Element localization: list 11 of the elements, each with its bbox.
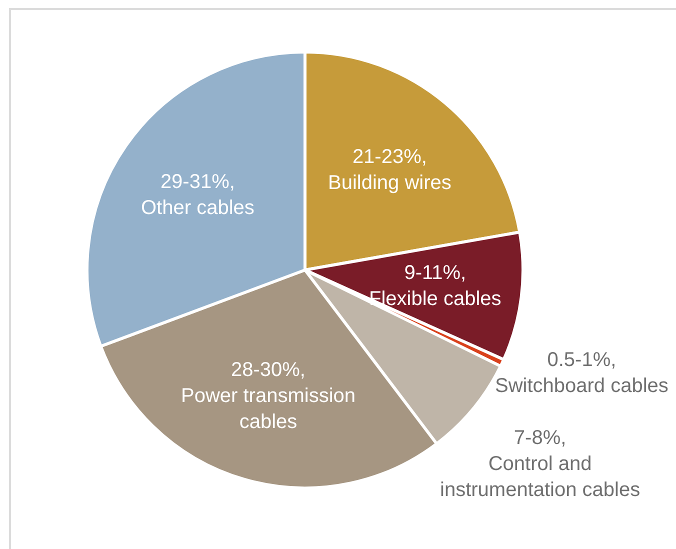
- slice-label: Building wires: [328, 172, 452, 194]
- slice-label: Power transmission cables: [181, 385, 356, 433]
- data-label: 21-23%,: [352, 146, 427, 168]
- data-label: 7-8%,: [514, 427, 566, 449]
- slice-label: Control and instrumentation cables: [440, 453, 640, 501]
- data-label: 28-30%,: [231, 359, 306, 381]
- slice-label: Other cables: [141, 197, 254, 219]
- data-label: 9-11%,: [404, 262, 466, 284]
- slice-label: Switchboard cables: [495, 375, 668, 397]
- data-label: 0.5-1%,: [547, 349, 616, 371]
- data-label: 29-31%,: [160, 171, 235, 193]
